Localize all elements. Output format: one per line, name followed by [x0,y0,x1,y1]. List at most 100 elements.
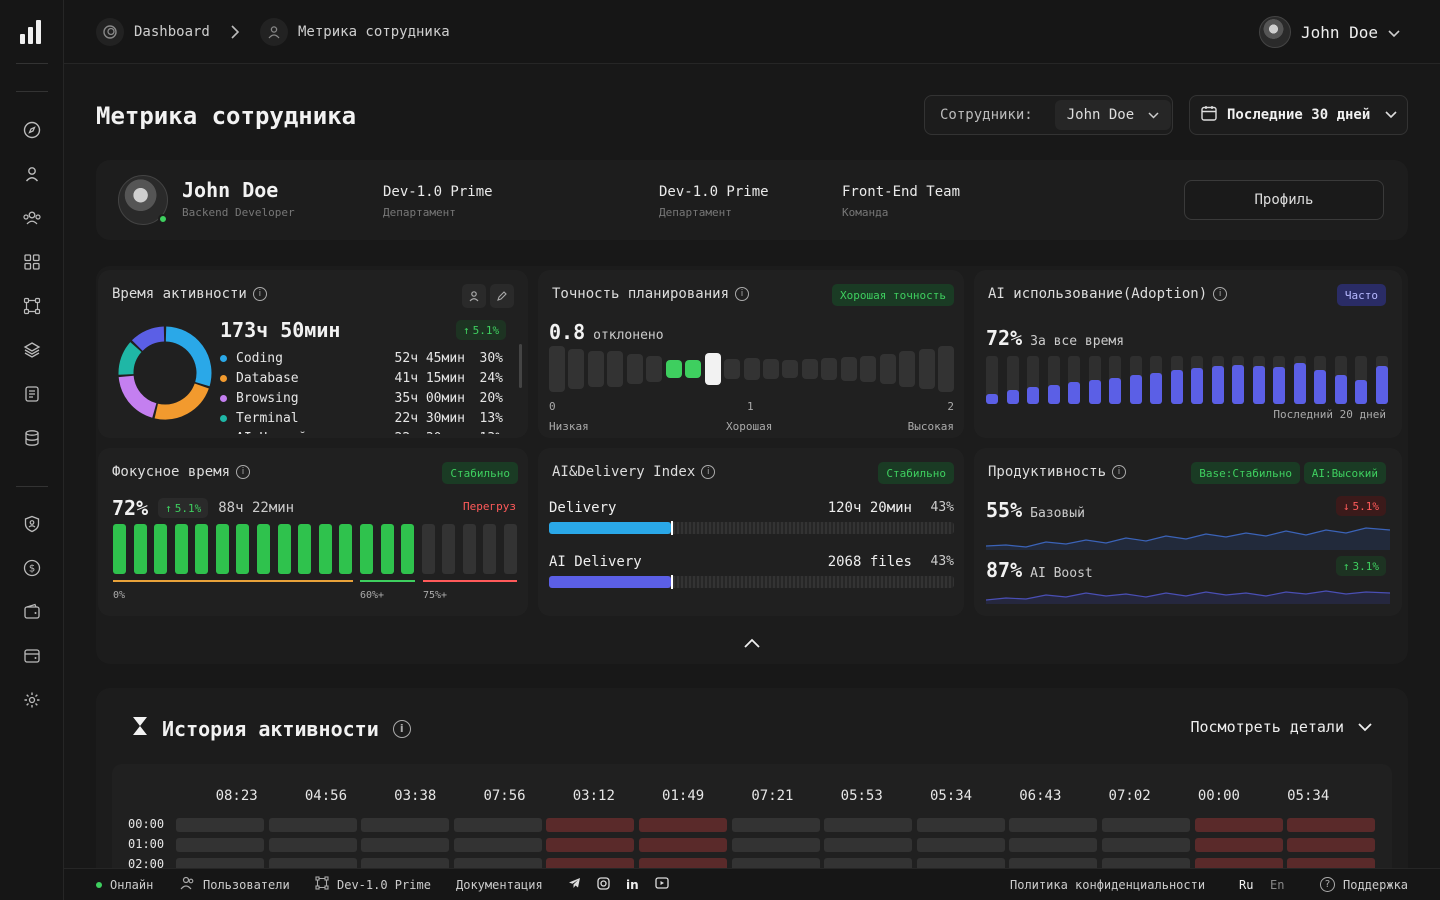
employee-filter-label: Сотрудники: [940,107,1033,123]
history-cell[interactable] [916,838,1005,852]
history-cell[interactable] [546,818,635,832]
footer-users-link[interactable]: Пользователи [180,876,290,893]
history-cell[interactable] [268,838,357,852]
history-cell[interactable] [453,858,542,868]
chevron-up-icon[interactable] [744,637,760,652]
compass-icon[interactable] [20,118,44,142]
user-name[interactable]: John Doe [1300,22,1378,42]
card-icon[interactable] [20,644,44,668]
history-cell[interactable] [1102,838,1190,852]
database-icon[interactable] [20,426,44,450]
employee-filter[interactable]: Сотрудники: John Doe [924,95,1173,135]
profile-button[interactable]: Профиль [1184,180,1384,220]
period-select[interactable]: Последние 30 дней [1189,95,1408,135]
info-icon[interactable]: i [1213,287,1228,301]
nodes-icon[interactable] [20,294,44,318]
info-icon[interactable]: i [1112,465,1127,479]
breadcrumb-home[interactable]: Dashboard [96,16,210,48]
footer-dept-label[interactable]: Dev-1.0 Prime [337,877,431,892]
history-cell[interactable] [1009,818,1098,832]
lang-en[interactable]: En [1270,878,1284,892]
planning-bar [587,351,604,387]
footer-docs-label[interactable]: Документация [456,877,543,892]
instagram-icon[interactable] [597,876,610,893]
history-cell[interactable] [268,818,357,832]
history-cell[interactable] [639,838,727,852]
legend-pct: 24% [479,370,503,386]
history-details-toggle[interactable]: Посмотреть детали [1190,718,1372,736]
breadcrumb-home-label[interactable]: Dashboard [134,24,210,40]
settings-icon[interactable] [20,688,44,712]
history-cell[interactable] [1287,858,1376,868]
history-cell[interactable] [361,818,450,832]
layers-icon[interactable] [20,338,44,362]
ai-adoption-bar [1355,356,1368,404]
info-icon[interactable]: i [252,287,267,301]
lang-ru-label[interactable]: Ru [1239,877,1254,892]
history-cell[interactable] [361,838,450,852]
footer-dept-link[interactable]: Dev-1.0 Prime [315,876,431,893]
history-cell[interactable] [453,838,542,852]
history-cell[interactable] [731,858,820,868]
footer-docs-link[interactable]: Документация [456,878,543,892]
user-icon[interactable] [20,162,44,186]
breadcrumb-current[interactable]: Метрика сотрудника [260,16,450,48]
dollar-icon[interactable]: $ [20,556,44,580]
edit-icon[interactable] [490,284,514,308]
history-cell[interactable] [731,838,820,852]
linkedin-icon[interactable]: in [626,877,639,892]
footer-support-link[interactable]: ? Поддержка [1320,877,1408,892]
info-icon[interactable]: i [735,287,750,301]
history-cell[interactable] [176,818,264,832]
logo[interactable] [20,18,41,44]
history-cell[interactable] [731,818,820,832]
collapse-toggle[interactable] [96,624,1408,664]
history-cell[interactable] [176,838,264,852]
wallet-icon[interactable] [20,600,44,624]
history-cell[interactable] [1009,858,1098,868]
footer-users-label[interactable]: Пользователи [203,877,290,892]
user-menu[interactable]: John Doe [1258,16,1400,48]
info-icon[interactable]: i [236,465,251,479]
history-cell[interactable] [639,858,727,868]
history-cell[interactable] [176,858,264,868]
focus-bar [298,524,312,574]
history-cell[interactable] [1102,858,1190,868]
youtube-icon[interactable] [655,877,669,892]
user-filter-icon[interactable] [462,284,486,308]
history-cell[interactable] [1287,818,1376,832]
history-cell[interactable] [361,858,450,868]
shield-user-icon[interactable] [20,512,44,536]
history-cell[interactable] [1102,818,1190,832]
history-cell[interactable] [1194,818,1283,832]
history-cell[interactable] [453,818,542,832]
team-icon[interactable] [20,206,44,230]
scrollbar[interactable] [519,344,522,388]
history-cell[interactable] [1194,838,1283,852]
planning-bar [821,358,838,380]
history-cell[interactable] [916,858,1005,868]
document-icon[interactable] [20,382,44,406]
history-cell[interactable] [824,858,913,868]
history-cell[interactable] [824,838,913,852]
lang-ru[interactable]: Ru [1239,878,1253,892]
history-cell[interactable] [1287,838,1376,852]
history-cell[interactable] [546,838,635,852]
footer-privacy-label[interactable]: Политика конфиденциальности [1010,877,1206,892]
history-cell[interactable] [916,818,1005,832]
lang-en-label[interactable]: En [1270,877,1285,892]
history-cell[interactable] [824,818,913,832]
history-cell[interactable] [639,818,727,832]
footer-privacy-link[interactable]: Политика конфиденциальности [1010,878,1205,892]
footer-support-label[interactable]: Поддержка [1343,877,1409,892]
grid-icon[interactable] [20,250,44,274]
info-icon[interactable]: i [392,719,411,738]
ai-adoption-bar-fill [1047,384,1060,404]
telegram-icon[interactable] [568,877,581,892]
info-icon[interactable]: i [701,465,716,479]
employee-select[interactable]: John Doe [1054,100,1172,130]
history-cell[interactable] [546,858,635,868]
history-cell[interactable] [1009,838,1098,852]
history-cell[interactable] [268,858,357,868]
history-cell[interactable] [1194,858,1283,868]
